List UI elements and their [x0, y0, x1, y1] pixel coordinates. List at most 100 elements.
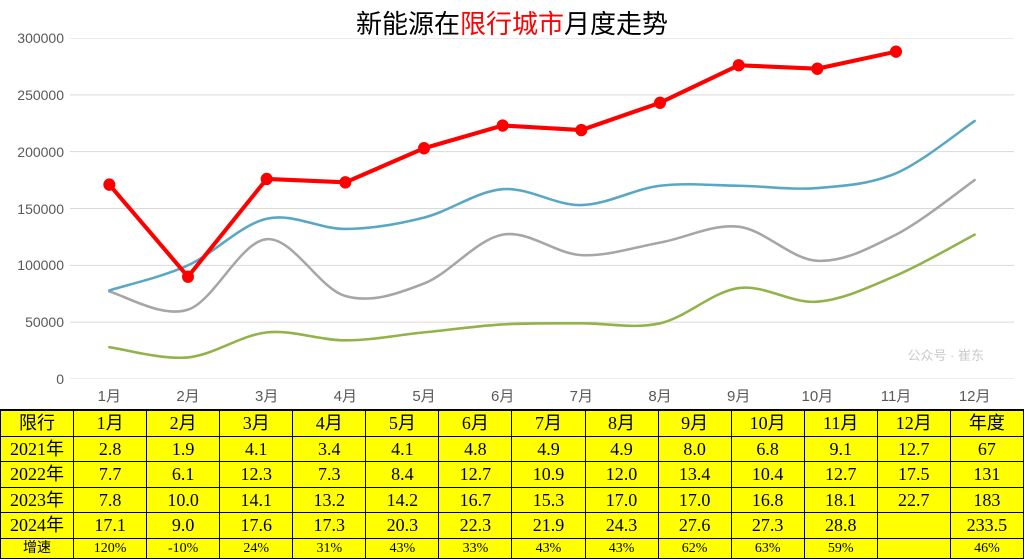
table-cell: 21.9: [512, 513, 585, 539]
table-cell: 31%: [293, 538, 366, 559]
table-header-cell: 6月: [439, 411, 512, 437]
x-tick-label: 2月: [176, 385, 199, 406]
table-cell: 9.0: [147, 513, 220, 539]
table-header-cell: 12月: [877, 411, 950, 437]
x-tick-label: 4月: [334, 385, 357, 406]
x-tick-label: 1月: [98, 385, 121, 406]
table-cell: 17.6: [220, 513, 293, 539]
table-cell: 24%: [220, 538, 293, 559]
data-table: 限行1月2月3月4月5月6月7月8月9月10月11月12月年度2021年2.81…: [0, 410, 1024, 559]
table-cell: 4.1: [220, 436, 293, 462]
table-cell: 183: [950, 487, 1023, 513]
table-cell: 12.0: [585, 462, 658, 488]
series-marker-2024年: [733, 59, 745, 71]
series-line-2022年: [109, 180, 974, 311]
y-tick-label: 250000: [17, 87, 64, 103]
table-cell: 27.3: [731, 513, 804, 539]
table-cell: [877, 538, 950, 559]
x-tick-label: 8月: [648, 385, 671, 406]
table-header-cell: 年度: [950, 411, 1023, 437]
chart-title: 新能源在限行城市月度走势: [0, 0, 1024, 43]
table-cell: 12.7: [804, 462, 877, 488]
table-cell: 7.8: [74, 487, 147, 513]
table-cell: 17.0: [658, 487, 731, 513]
plot-region: [70, 38, 1014, 379]
series-marker-2024年: [339, 176, 351, 188]
table-cell: 67: [950, 436, 1023, 462]
title-part-3: 月度走势: [564, 9, 668, 39]
table-cell: 43%: [512, 538, 585, 559]
table-cell: 10.9: [512, 462, 585, 488]
y-tick-label: 150000: [17, 201, 64, 217]
table-cell: 17.1: [74, 513, 147, 539]
table-corner-cell: 限行: [1, 411, 74, 437]
table-cell: [877, 513, 950, 539]
table-cell: 131: [950, 462, 1023, 488]
series-marker-2024年: [103, 178, 115, 190]
table-header-cell: 10月: [731, 411, 804, 437]
chart-svg: [70, 38, 1014, 379]
table-cell: 10.0: [147, 487, 220, 513]
series-marker-2024年: [497, 119, 509, 131]
table-cell: 15.3: [512, 487, 585, 513]
table-cell: 17.5: [877, 462, 950, 488]
table-cell: 6.8: [731, 436, 804, 462]
table-cell: 14.2: [366, 487, 439, 513]
series-marker-2024年: [890, 45, 902, 57]
x-tick-label: 11月: [881, 385, 912, 406]
table-header-row: 限行1月2月3月4月5月6月7月8月9月10月11月12月年度: [1, 411, 1024, 437]
y-tick-label: 300000: [17, 30, 64, 46]
table-cell: 16.8: [731, 487, 804, 513]
table-cell: 4.9: [585, 436, 658, 462]
series-marker-2024年: [418, 142, 430, 154]
series-marker-2024年: [811, 62, 823, 74]
table-header-cell: 5月: [366, 411, 439, 437]
y-tick-label: 50000: [25, 314, 64, 330]
table-cell: 22.3: [439, 513, 512, 539]
table-header-cell: 11月: [804, 411, 877, 437]
table-cell: 18.1: [804, 487, 877, 513]
table-row: 2021年2.81.94.13.44.14.84.94.98.06.89.112…: [1, 436, 1024, 462]
table-cell: 4.8: [439, 436, 512, 462]
series-line-2021年: [109, 235, 974, 358]
x-tick-label: 3月: [255, 385, 278, 406]
table-cell: 63%: [731, 538, 804, 559]
table-cell: 120%: [74, 538, 147, 559]
table-header-cell: 9月: [658, 411, 731, 437]
table-cell: 13.2: [293, 487, 366, 513]
table-cell: 6.1: [147, 462, 220, 488]
table-cell: 9.1: [804, 436, 877, 462]
table-cell: 4.1: [366, 436, 439, 462]
x-axis: 1月2月3月4月5月6月7月8月9月10月11月12月: [70, 379, 1014, 409]
table-cell: 2.8: [74, 436, 147, 462]
series-marker-2024年: [261, 173, 273, 185]
table-cell: 4.9: [512, 436, 585, 462]
table-header-cell: 1月: [74, 411, 147, 437]
x-tick-label: 6月: [491, 385, 514, 406]
table-cell: 233.5: [950, 513, 1023, 539]
series-marker-2024年: [575, 124, 587, 136]
table-cell: 59%: [804, 538, 877, 559]
table-row: 2022年7.76.112.37.38.412.710.912.013.410.…: [1, 462, 1024, 488]
y-axis: 050000100000150000200000250000300000: [0, 38, 70, 379]
plot-wrapper: 050000100000150000200000250000300000 1月2…: [0, 38, 1024, 409]
table-row-label: 2022年: [1, 462, 74, 488]
table-cell: 27.6: [658, 513, 731, 539]
table-cell: 8.4: [366, 462, 439, 488]
table-header-cell: 4月: [293, 411, 366, 437]
table-cell: 62%: [658, 538, 731, 559]
y-tick-label: 0: [56, 371, 64, 387]
table-cell: 20.3: [366, 513, 439, 539]
main-container: 新能源在限行城市月度走势 050000100000150000200000250…: [0, 0, 1024, 559]
y-tick-label: 100000: [17, 257, 64, 273]
table-cell: -10%: [147, 538, 220, 559]
table-cell: 46%: [950, 538, 1023, 559]
table-row-label: 2024年: [1, 513, 74, 539]
series-marker-2024年: [182, 271, 194, 283]
table-cell: 3.4: [293, 436, 366, 462]
table-row-label: 2023年: [1, 487, 74, 513]
x-tick-label: 5月: [412, 385, 435, 406]
table-row: 2024年17.19.017.617.320.322.321.924.327.6…: [1, 513, 1024, 539]
x-tick-label: 10月: [801, 385, 833, 406]
table-cell: 28.8: [804, 513, 877, 539]
